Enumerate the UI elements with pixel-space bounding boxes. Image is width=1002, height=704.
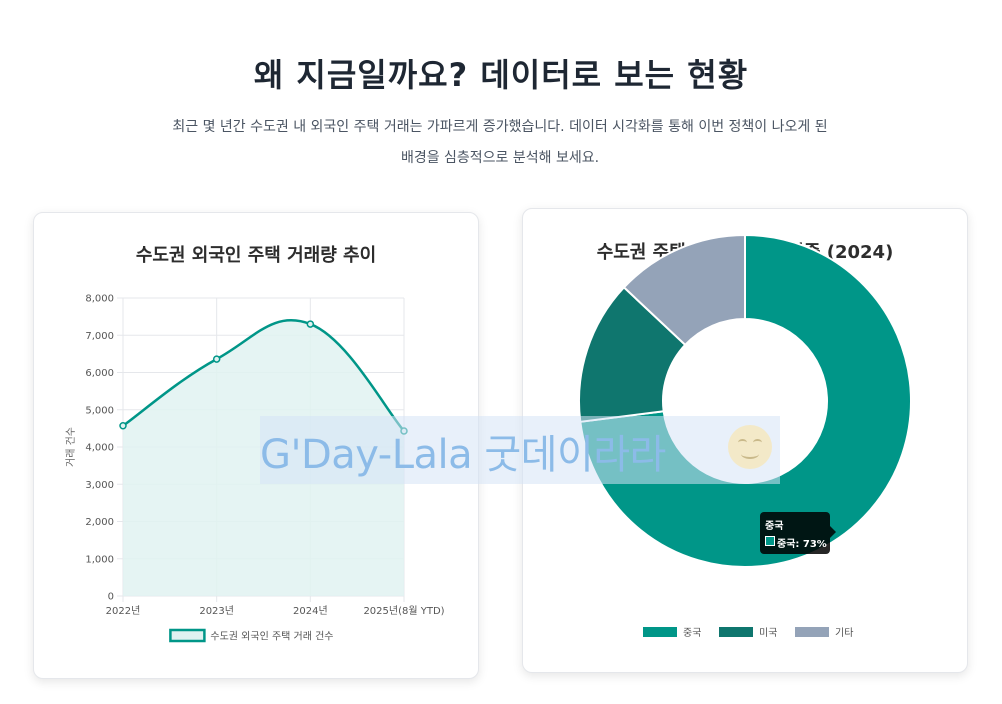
x-tick-label: 2024년	[293, 605, 328, 617]
y-tick-label: 3,000	[85, 480, 114, 491]
x-tick-label: 2022년	[106, 605, 141, 617]
legend-swatch	[643, 627, 677, 637]
y-tick-label: 0	[108, 592, 114, 603]
data-point	[306, 320, 315, 328]
y-tick-label: 2,000	[85, 517, 114, 528]
y-tick-label: 4,000	[85, 443, 114, 454]
series-line	[122, 318, 405, 432]
intro-line-2: 배경을 심층적으로 분석해 보세요.	[400, 150, 600, 166]
page-title: 왜 지금일까요? 데이터로 보는 현황	[253, 56, 749, 94]
tooltip-swatch	[765, 536, 775, 546]
data-point	[212, 355, 221, 363]
legend-swatch	[719, 627, 753, 637]
y-tick-label: 5,000	[85, 405, 114, 416]
watermark-text: G'Day-Lala 굿데이라라	[260, 432, 666, 478]
line-chart-title: 수도권 외국인 주택 거래량 추이	[135, 245, 377, 266]
tooltip-body: 중국: 73%	[777, 539, 827, 550]
x-tick-label: 2025년(8월 YTD)	[363, 605, 444, 617]
legend-label: 중국	[683, 627, 701, 639]
legend-label: 수도권 외국인 주택 거래 건수	[210, 631, 333, 643]
intro-text: 최근 몇 년간 수도권 내 외국인 주택 거래는 가파르게 증가했습니다. 데이…	[130, 112, 870, 174]
y-axis-title: 거래 건수	[65, 427, 77, 467]
legend-label: 기타	[835, 627, 853, 639]
y-tick-label: 1,000	[85, 554, 114, 565]
legend-swatch	[795, 627, 829, 637]
y-tick-label: 7,000	[85, 331, 114, 342]
chart-tooltip: 중국 중국: 73%	[760, 512, 836, 554]
smiley-icon	[728, 425, 772, 469]
legend-swatch	[169, 628, 206, 643]
x-tick-label: 2023년	[199, 605, 234, 617]
donut-slice-3	[622, 233, 746, 347]
data-point	[119, 422, 127, 430]
tooltip-title: 중국	[765, 521, 784, 532]
y-tick-label: 8,000	[85, 294, 114, 305]
y-tick-label: 6,000	[85, 368, 114, 379]
legend-label: 미국	[759, 627, 777, 639]
intro-line-1: 최근 몇 년간 수도권 내 외국인 주택 거래는 가파르게 증가했습니다. 데이…	[172, 119, 828, 135]
watermark: G'Day-Lala 굿데이라라	[260, 416, 780, 484]
